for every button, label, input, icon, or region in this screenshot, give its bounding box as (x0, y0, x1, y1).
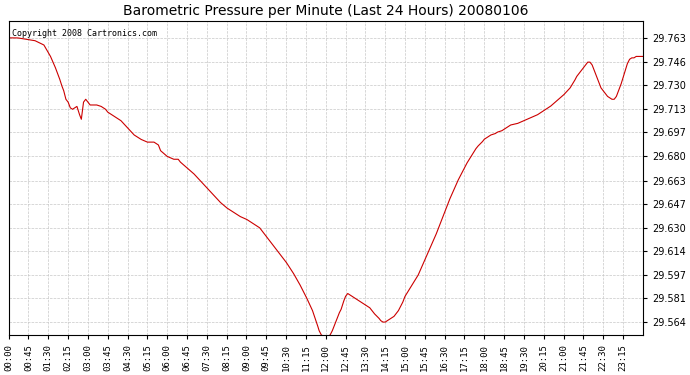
Title: Barometric Pressure per Minute (Last 24 Hours) 20080106: Barometric Pressure per Minute (Last 24 … (123, 4, 529, 18)
Text: Copyright 2008 Cartronics.com: Copyright 2008 Cartronics.com (12, 28, 157, 38)
